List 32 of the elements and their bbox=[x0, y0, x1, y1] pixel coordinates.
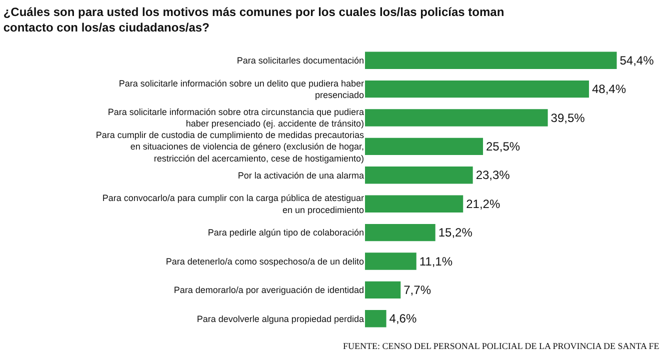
bar bbox=[365, 109, 548, 126]
data-label: 25,5% bbox=[486, 139, 520, 154]
y-tick-label: Para pedirle algún tipo de colaboración bbox=[208, 228, 364, 238]
bar bbox=[365, 166, 473, 184]
bar bbox=[365, 138, 484, 156]
y-tick-label: Para demorarlo/a por averiguación de identidad bbox=[174, 285, 364, 296]
data-label: 4,6% bbox=[389, 312, 417, 326]
y-tick-label: Por la activación de una alarma bbox=[238, 170, 364, 180]
y-tick-label: Para convocarlo/a para cumplir con la carga pública de atestiguar en un procedimiento bbox=[102, 193, 364, 215]
data-label: 11,1% bbox=[419, 254, 453, 268]
data-label: 21,2% bbox=[466, 196, 500, 211]
bar bbox=[365, 80, 589, 98]
data-label: 23,3% bbox=[476, 168, 510, 182]
text: ¿Cuáles son para usted los motivos más comunes por los cuales los/las policías toman contacto con los/as ciudadanos/as? bbox=[3, 5, 504, 35]
data-label: 7,7% bbox=[404, 282, 432, 297]
data-label: 48,4% bbox=[592, 82, 626, 96]
bar bbox=[365, 195, 464, 212]
y-tick-label: Para solicitarles documentación bbox=[236, 56, 364, 66]
source-note: FUENTE: CENSO DEL PERSONAL POLICIAL DE LA PROVINCIA DE SANTA FE bbox=[343, 341, 660, 351]
bar bbox=[365, 281, 401, 299]
y-tick-label: Para detenerlo/a como sospechoso/a de un delito bbox=[166, 256, 364, 266]
y-tick-label: Para solicitarle información sobre un delito que pudiera haber presenciado bbox=[118, 78, 364, 100]
y-tick-label: Para solicitarle información sobre otra circunstancia que pudiera haber presenciado (ej. accidente de tránsito) bbox=[108, 107, 364, 129]
bar bbox=[365, 252, 416, 270]
bar bbox=[365, 52, 617, 69]
data-label: 15,2% bbox=[438, 226, 473, 240]
y-tick-label: Para cumplir de custodia de cumplimiento de medidas precautorias en situaciones de violencia de género (exclusión de hogar, restricción del acercamiento, cese de hostigamiento) bbox=[96, 130, 364, 164]
bar bbox=[365, 310, 386, 328]
y-tick-label: Para devolverle alguna propiedad perdida bbox=[196, 314, 364, 324]
data-label: 39,5% bbox=[550, 110, 586, 125]
data-label: 54,4% bbox=[620, 53, 654, 68]
bar bbox=[365, 224, 436, 242]
